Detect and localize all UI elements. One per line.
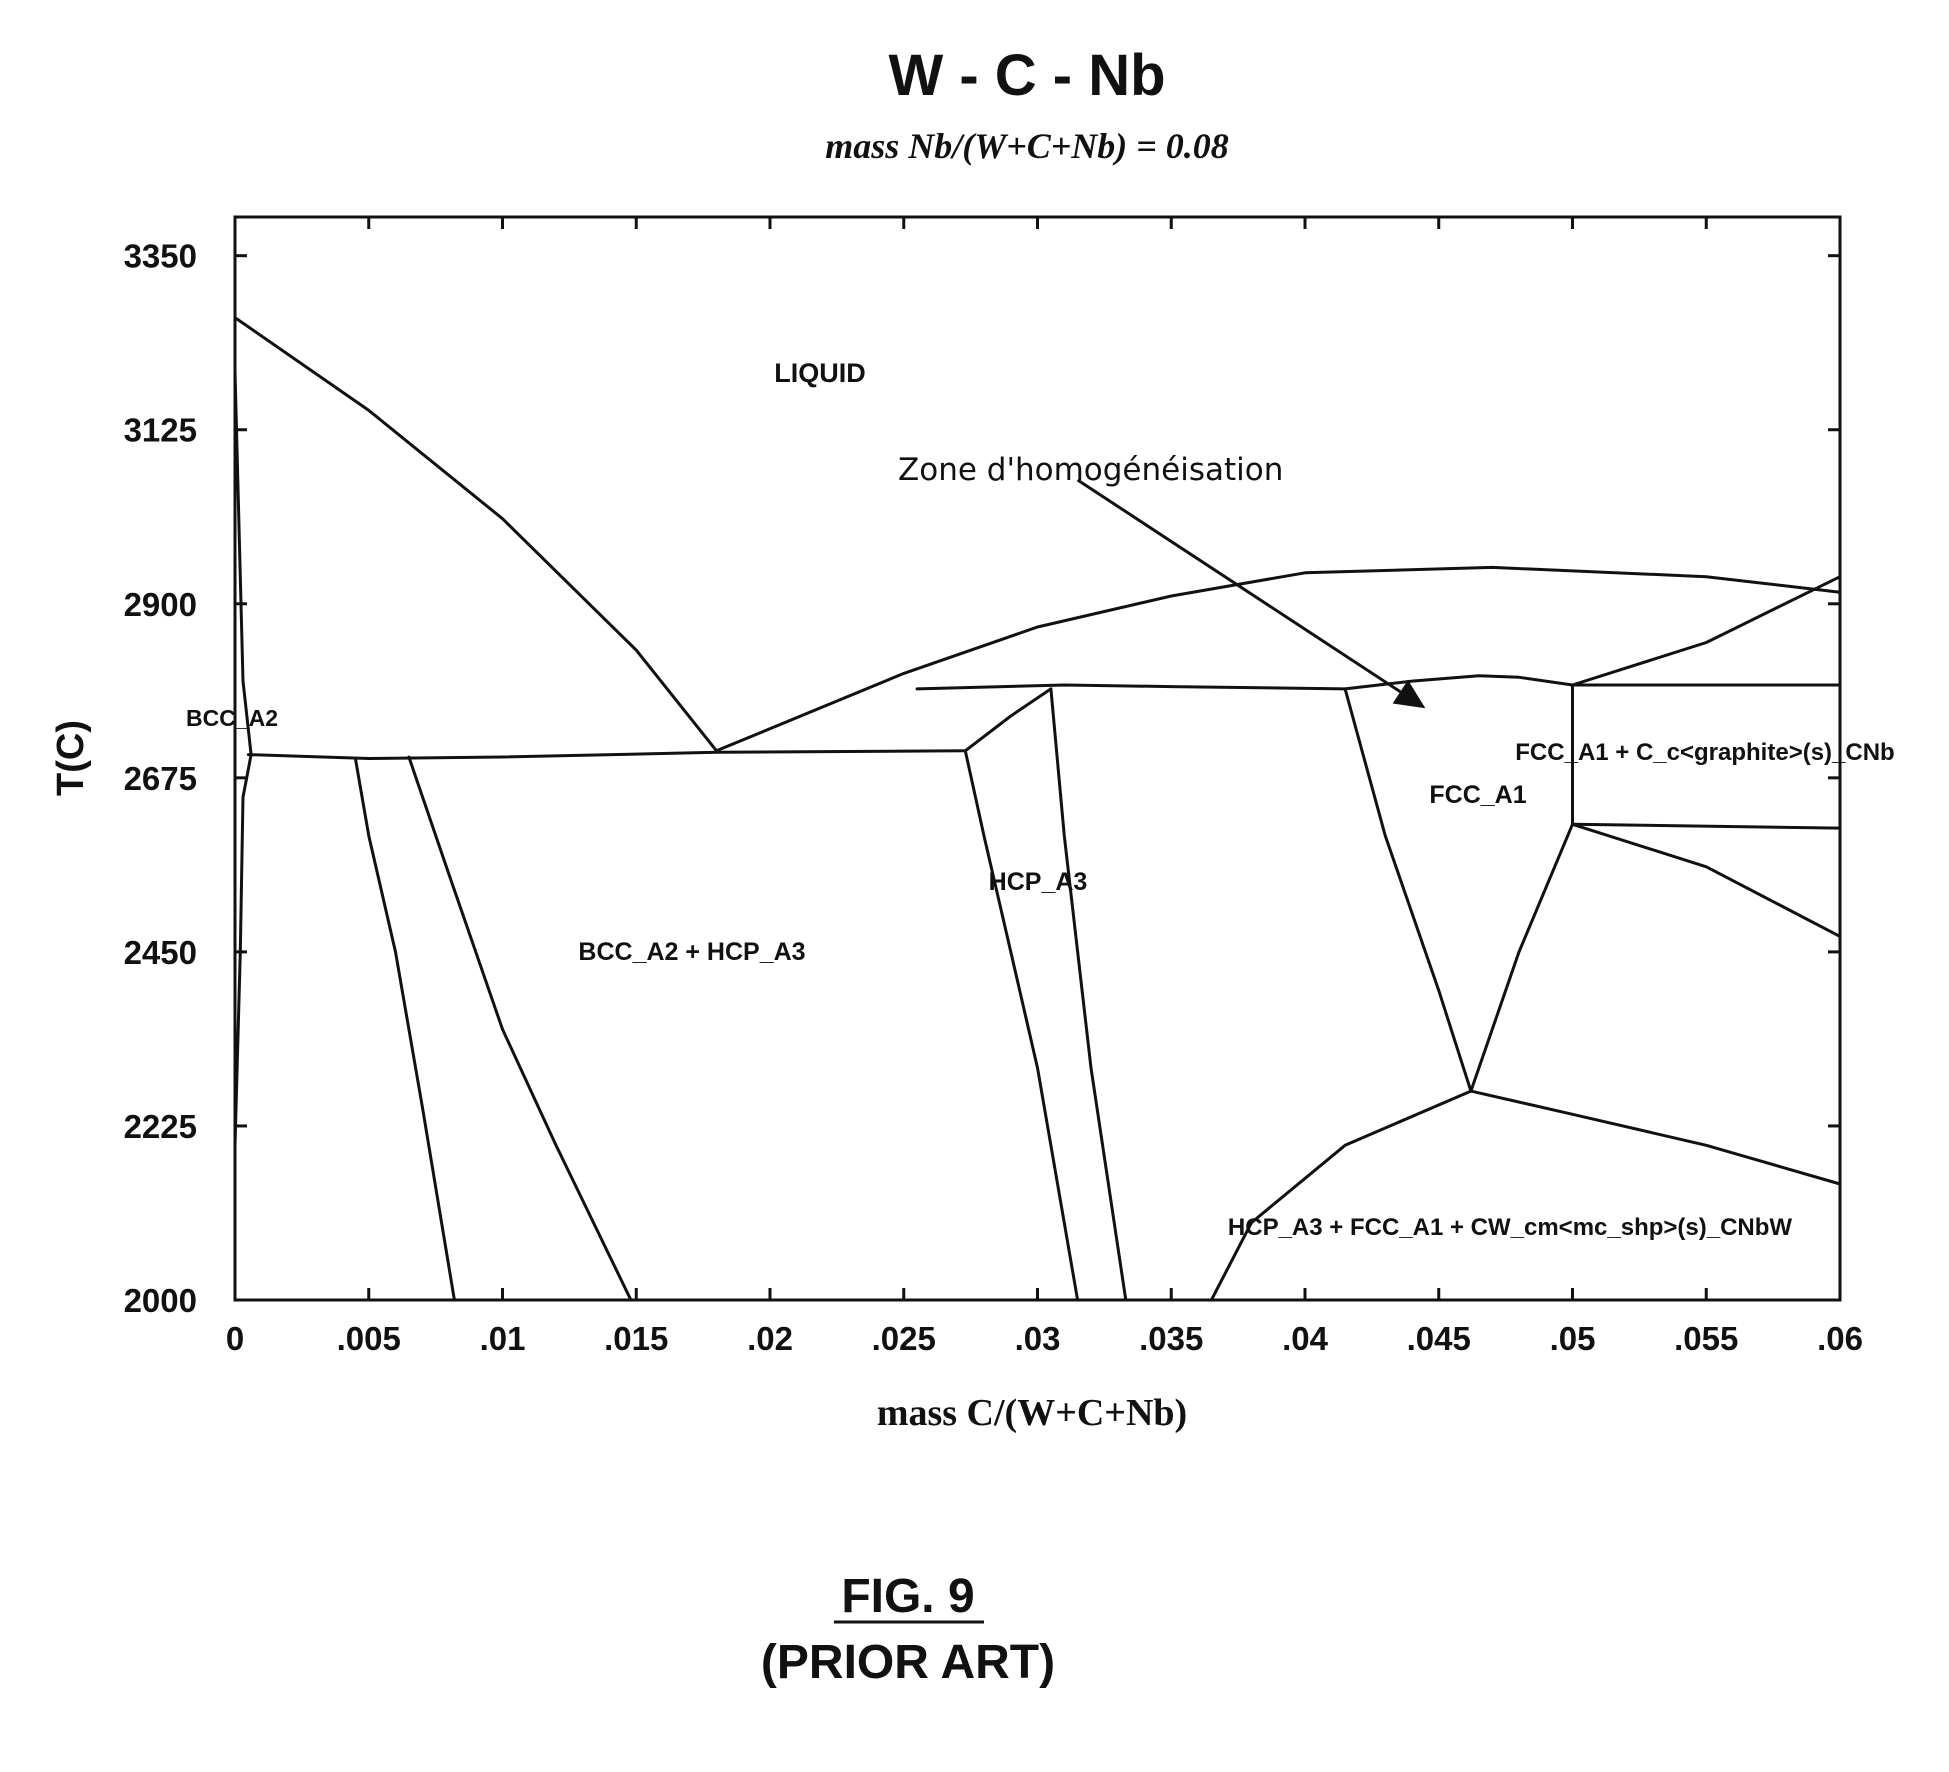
phase-boundary-line xyxy=(246,749,967,760)
phase-boundary-line xyxy=(715,565,1842,753)
phase-boundary-line xyxy=(1571,822,1842,830)
x-tick-label: 0 xyxy=(226,1320,244,1357)
arrow-line xyxy=(1076,478,1402,694)
y-tick-label: 2450 xyxy=(124,934,197,971)
x-tick-label: .05 xyxy=(1550,1320,1596,1357)
x-tick-label: .04 xyxy=(1282,1320,1329,1357)
phase-boundary-line xyxy=(353,757,456,1302)
x-tick-label: .005 xyxy=(337,1320,401,1357)
phase-boundary-line xyxy=(1571,575,1842,687)
chart-title: W - C - Nb xyxy=(888,43,1165,108)
x-tick-label: .06 xyxy=(1817,1320,1863,1357)
y-axis: 2000 2225 2450 2675 2900 3125 3350 xyxy=(124,238,1840,1319)
x-tick-label: .03 xyxy=(1015,1320,1061,1357)
x-axis: 0 .005 .01 .015 .02 .025 .03 .035 .04 .045 .05 .055… xyxy=(226,217,1863,1357)
label-fcc-graphite: FCC_A1 + C_c<graphite>(s)_CNb xyxy=(1515,739,1894,766)
phase-boundary-line xyxy=(963,687,1053,753)
y-tick-label: 2225 xyxy=(124,1108,197,1145)
phase-boundary-line xyxy=(915,683,1347,691)
y-tick-label: 2900 xyxy=(124,586,197,623)
x-tick-label: .015 xyxy=(604,1320,668,1357)
label-hcp-fcc-cw: HCP_A3 + FCC_A1 + CW_cm<mc_shp>(s)_CNbW xyxy=(1228,1214,1793,1241)
x-tick-label: .02 xyxy=(747,1320,793,1357)
y-tick-label: 2675 xyxy=(124,760,197,797)
phase-boundary-line xyxy=(233,370,253,757)
label-fcc-a1: FCC_A1 xyxy=(1429,781,1526,809)
x-tick-label: .045 xyxy=(1407,1320,1471,1357)
phase-boundary-line xyxy=(963,749,1080,1302)
y-axis-label: T(C) xyxy=(50,720,92,796)
x-tick-label: .055 xyxy=(1674,1320,1738,1357)
label-hcp-a3: HCP_A3 xyxy=(989,868,1088,896)
arrow-head xyxy=(1392,680,1426,709)
phase-boundary-line xyxy=(1571,822,1842,938)
x-tick-label: .035 xyxy=(1139,1320,1203,1357)
x-tick-label: .01 xyxy=(480,1320,526,1357)
label-liquid: LIQUID xyxy=(774,358,866,388)
chart-subtitle: mass Nb/(W+C+Nb) = 0.08 xyxy=(825,126,1229,166)
phase-boundary-line xyxy=(1049,687,1128,1302)
y-tick-label: 3125 xyxy=(124,412,197,449)
phase-boundary-line xyxy=(407,755,633,1302)
label-bcc-a2: BCC_A2 xyxy=(186,705,278,731)
x-tick-label: .025 xyxy=(872,1320,936,1357)
figure-number: FIG. 9 xyxy=(841,1570,974,1623)
phase-boundary-line xyxy=(1343,687,1473,1093)
phase-boundary-line xyxy=(1469,822,1574,1093)
phase-boundary-line xyxy=(1209,1089,1473,1302)
x-axis-label: mass C/(W+C+Nb) xyxy=(877,1392,1187,1434)
y-tick-label: 3350 xyxy=(124,238,197,275)
y-tick-label: 2000 xyxy=(124,1282,197,1319)
phase-boundary-line xyxy=(1469,1089,1842,1186)
phase-boundaries xyxy=(233,316,1842,1302)
label-zone-homogeneisation: Zone d'homogénéisation xyxy=(898,452,1283,488)
label-bcc-a2-hcp-a3: BCC_A2 + HCP_A3 xyxy=(578,938,805,966)
phase-boundary-line xyxy=(233,753,253,1147)
zone-arrow xyxy=(1076,478,1426,709)
phase-boundary-line xyxy=(233,316,718,753)
figure-note: (PRIOR ART) xyxy=(761,1636,1055,1689)
